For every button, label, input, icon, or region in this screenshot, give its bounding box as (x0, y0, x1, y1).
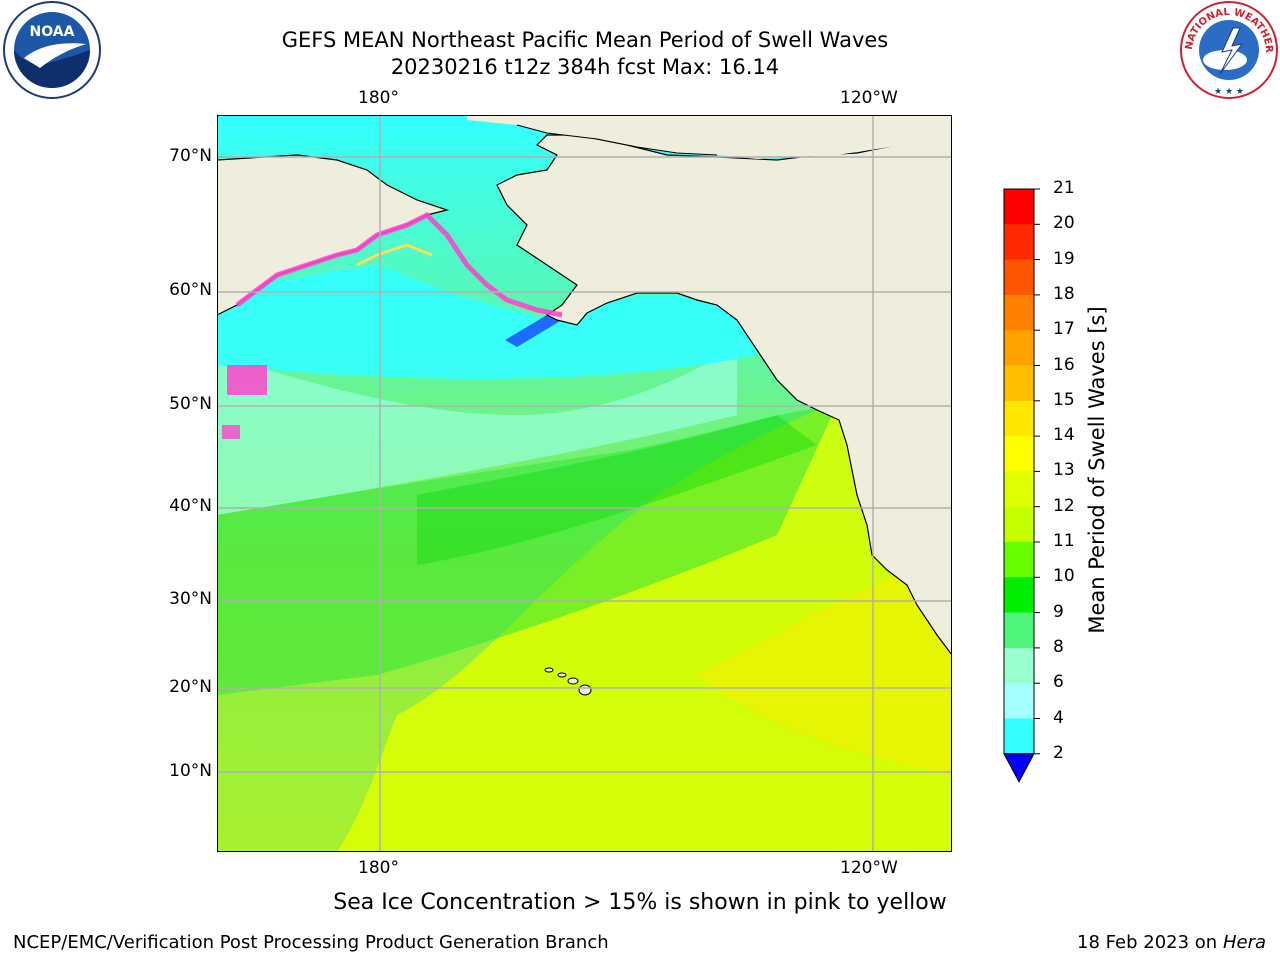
colorbar-tick-label: 14 (1053, 425, 1075, 446)
colorbar-swatch (1004, 506, 1034, 543)
colorbar-swatch (1004, 542, 1034, 578)
zone-deep-green-band (417, 415, 817, 565)
zone-orange-yellow (697, 555, 952, 775)
colorbar-swatch (1004, 647, 1034, 684)
colorbar-swatch (1004, 294, 1034, 331)
colorbar-tick-label: 12 (1053, 495, 1075, 516)
lat-label-10n: 10°N (169, 761, 212, 781)
footer-credit: NCEP/EMC/Verification Post Processing Pr… (13, 932, 609, 953)
colorbar-tick-label: 19 (1053, 248, 1075, 269)
land-north-america (496, 115, 952, 656)
colorbar-swatch (1004, 189, 1034, 225)
graticule (217, 115, 952, 852)
colorbar-tick-label: 21 (1053, 178, 1075, 198)
sea-ice-patch-west2 (222, 425, 240, 439)
lat-label-40n: 40°N (169, 496, 212, 516)
colorbar-tick-label: 4 (1053, 707, 1064, 728)
sea-ice-caption: Sea Ice Concentration > 15% is shown in … (333, 890, 947, 915)
lat-label-70n: 70°N (169, 146, 212, 166)
colorbar-tick-label: 20 (1053, 213, 1075, 234)
map-frame (217, 115, 952, 852)
colorbar-swatch (1004, 224, 1034, 261)
colorbar-swatch (1004, 400, 1034, 437)
colorbar-swatch (1004, 436, 1034, 472)
sea-ice-yellow (356, 243, 433, 267)
colorbar-swatch (1004, 259, 1034, 296)
map-title: GEFS MEAN Northeast Pacific Mean Period … (281, 28, 889, 52)
colorbar-swatch (1004, 365, 1034, 402)
colorbar (1003, 188, 1040, 783)
svg-text:★ ★ ★: ★ ★ ★ (1214, 87, 1244, 97)
lat-label-30n: 30°N (169, 589, 212, 609)
zone-light-cyan (217, 345, 737, 515)
svg-text:NOAA: NOAA (30, 24, 75, 40)
colorbar-label: Mean Period of Swell Waves [s] (1085, 306, 1109, 634)
colorbar-tick-label: 17 (1053, 319, 1075, 340)
lat-label-20n: 20°N (169, 677, 212, 697)
colorbar-swatch (1004, 471, 1034, 508)
colorbar-swatch (1004, 683, 1034, 719)
lat-label-50n: 50°N (169, 394, 212, 414)
hawaii-islands (544, 667, 592, 696)
zone-cyan-north (217, 265, 757, 379)
colorbar-tick-label: 2 (1053, 742, 1064, 763)
coast-line-top (516, 124, 718, 156)
noaa-logo: NOAA (0, 0, 104, 104)
footer-machine: Hera (1222, 932, 1266, 953)
colorbar-tick-label: 6 (1053, 672, 1064, 693)
colorbar-tick-label: 8 (1053, 636, 1064, 657)
colorbar-tick-label: 10 (1053, 566, 1075, 587)
colorbar-tick-label: 18 (1053, 283, 1075, 304)
lon-label-bottom-180: 180° (358, 858, 399, 878)
map-subtitle: 20230216 t12z 384h fcst Max: 16.14 (390, 55, 780, 79)
footer-date-text: 18 Feb 2023 on (1077, 932, 1218, 953)
colorbar-tick-label: 11 (1053, 531, 1075, 551)
colorbar-extend-arrow (1003, 753, 1035, 783)
nws-logo: NATIONAL WEATHER SERVICE ★ ★ ★ (1174, 0, 1280, 104)
zone-blue-inlet (505, 315, 562, 347)
footer-date: 18 Feb 2023 on Hera (1077, 932, 1266, 953)
colorbar-tick-label: 16 (1053, 354, 1075, 375)
sea-ice-edge (235, 211, 563, 318)
lon-label-top-120w: 120°W (840, 88, 898, 108)
colorbar-swatch (1004, 330, 1034, 366)
swell-period-map (217, 115, 952, 852)
colorbar-swatch (1004, 577, 1034, 614)
lat-label-60n: 60°N (169, 280, 212, 300)
zone-green-central (217, 405, 837, 695)
lon-label-bottom-120w: 120°W (840, 858, 898, 878)
lon-label-top-180: 180° (358, 88, 399, 108)
colorbar-swatch (1004, 718, 1034, 755)
colorbar-tick-label: 15 (1053, 389, 1075, 410)
colorbar-swatch (1004, 612, 1034, 649)
colorbar-tick-label: 9 (1053, 601, 1064, 622)
sea-ice-patch-west (227, 365, 267, 395)
land-alaska-interior (467, 115, 952, 159)
colorbar-tick-label: 13 (1053, 460, 1075, 481)
